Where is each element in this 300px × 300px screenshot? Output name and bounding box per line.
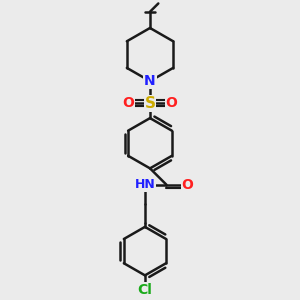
Text: N: N <box>144 74 156 88</box>
Text: Cl: Cl <box>137 283 152 297</box>
Text: O: O <box>166 96 177 110</box>
Text: O: O <box>181 178 193 192</box>
Text: S: S <box>145 96 155 111</box>
Text: HN: HN <box>135 178 155 191</box>
Text: O: O <box>123 96 134 110</box>
